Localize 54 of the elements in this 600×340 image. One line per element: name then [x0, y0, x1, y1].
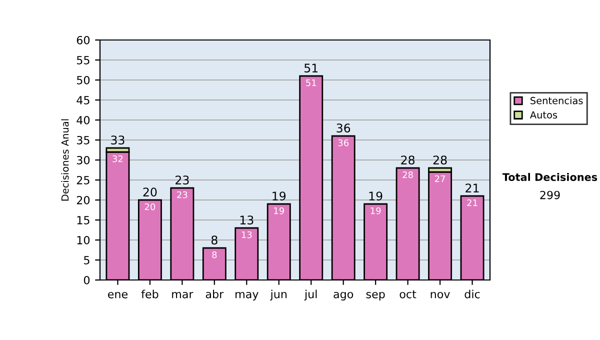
- total-label: 23: [176, 176, 189, 185]
- y-tick-label: 45: [76, 96, 90, 104]
- data-label: 27: [434, 175, 446, 182]
- y-tick-label: 20: [76, 196, 90, 204]
- x-tick-label: may: [236, 292, 258, 300]
- total-label: 20: [143, 188, 157, 197]
- x-tick-label: oct: [400, 290, 416, 298]
- y-tick-label: 50: [76, 76, 90, 84]
- x-tick-label: abr: [206, 290, 224, 298]
- data-label: 23: [177, 191, 188, 198]
- y-tick-label: 0: [84, 276, 90, 284]
- text: Total Decisiones: [502, 172, 598, 182]
- total-label: 28: [433, 156, 447, 165]
- total-label: 8: [211, 236, 218, 245]
- data-label: 19: [370, 207, 381, 214]
- data-label: 32: [112, 155, 123, 162]
- y-tick-label: 35: [76, 136, 90, 144]
- data-label: 28: [402, 171, 413, 178]
- x-tick-label: ene: [108, 292, 128, 298]
- data-label: 19: [274, 207, 284, 214]
- x-tick-label: dic: [464, 290, 480, 298]
- x-tick-label: nov: [430, 292, 450, 298]
- x-tick-label: mar: [172, 292, 194, 298]
- total-label: 19: [272, 192, 286, 201]
- total-label: 13: [240, 216, 254, 225]
- x-tick-label: jun: [270, 290, 287, 300]
- total-label: 36: [336, 124, 350, 133]
- y-tick-label: 15: [77, 216, 90, 224]
- data-label: 21: [467, 199, 478, 206]
- y-axis-title: Decisiones Anual: [61, 119, 69, 201]
- data-label: 51: [306, 79, 316, 86]
- x-tick-label: ago: [334, 292, 354, 300]
- y-tick-label: 30: [76, 156, 90, 164]
- total-label: 21: [466, 184, 479, 192]
- total-label: 33: [111, 136, 124, 145]
- data-label: 20: [144, 203, 156, 210]
- y-tick-label: 10: [77, 236, 90, 244]
- total-label: 19: [369, 192, 382, 201]
- legend-label: Sentencias: [530, 96, 583, 104]
- y-tick-label: 40: [76, 116, 90, 124]
- data-label: 36: [338, 139, 349, 146]
- x-tick-label: jul: [304, 290, 317, 300]
- y-tick-label: 60: [76, 36, 90, 44]
- total-label: 51: [304, 64, 318, 73]
- total-label: 28: [401, 156, 415, 165]
- legend-label: Autos: [530, 111, 558, 119]
- y-tick-label: 25: [76, 176, 90, 184]
- data-label: 13: [242, 231, 252, 238]
- x-tick-label: sep: [366, 292, 385, 300]
- text: 299: [540, 190, 560, 200]
- y-tick-label: 5: [84, 256, 90, 264]
- x-tick-label: feb: [141, 290, 158, 298]
- y-tick-label: 55: [76, 56, 90, 64]
- data-label: 8: [212, 251, 217, 258]
